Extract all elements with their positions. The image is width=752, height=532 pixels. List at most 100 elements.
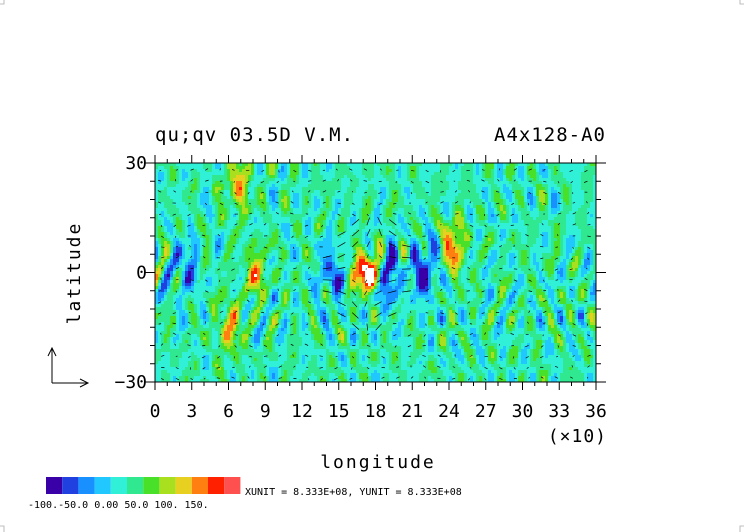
heatmap-cell [563, 259, 567, 263]
heatmap-cell [509, 178, 513, 182]
heatmap-cell [389, 247, 393, 251]
heatmap-cell [206, 196, 210, 200]
heatmap-cell [227, 259, 231, 263]
heatmap-cell [383, 205, 387, 209]
heatmap-cell [263, 193, 267, 197]
heatmap-cell [347, 223, 351, 227]
heatmap-cell [407, 226, 411, 230]
heatmap-cell [446, 229, 450, 233]
heatmap-cell [464, 226, 468, 230]
heatmap-cell [440, 247, 444, 251]
heatmap-cell [581, 256, 585, 260]
heatmap-cell [287, 262, 291, 266]
heatmap-cell [326, 193, 330, 197]
heatmap-cell [179, 181, 183, 185]
heatmap-cell [245, 184, 249, 188]
heatmap-cell [464, 163, 468, 167]
heatmap-cell [296, 172, 300, 176]
heatmap-cell [533, 253, 537, 257]
heatmap-cell [569, 184, 573, 188]
heatmap-cell [497, 190, 501, 194]
heatmap-cell [170, 178, 174, 182]
heatmap-cell [536, 256, 540, 260]
heatmap-cell [359, 214, 363, 218]
heatmap-cell [257, 253, 261, 257]
heatmap-cell [155, 223, 159, 227]
heatmap-cell [170, 232, 174, 236]
heatmap-cell [440, 190, 444, 194]
heatmap-cell [188, 235, 192, 239]
heatmap-cell [485, 262, 489, 266]
heatmap-cell [584, 181, 588, 185]
heatmap-cell [257, 172, 261, 176]
heatmap-cell [353, 193, 357, 197]
heatmap-cell [404, 253, 408, 257]
heatmap-cell [491, 178, 495, 182]
heatmap-cell [365, 208, 369, 212]
heatmap-cell [155, 166, 159, 170]
heatmap-cell [500, 259, 504, 263]
heatmap-cell [386, 178, 390, 182]
heatmap-cell [233, 178, 237, 182]
heatmap-cell [518, 217, 522, 221]
heatmap-cell [566, 232, 570, 236]
heatmap-cell [347, 244, 351, 248]
heatmap-cell [188, 187, 192, 191]
heatmap-cell [572, 175, 576, 179]
heatmap-cell [284, 223, 288, 227]
heatmap-cell [320, 202, 324, 206]
heatmap-cell [560, 232, 564, 236]
heatmap-cell [212, 190, 216, 194]
heatmap-cell [155, 187, 159, 191]
heatmap-cell [263, 175, 267, 179]
heatmap-cell [155, 247, 159, 251]
heatmap-cell [560, 178, 564, 182]
heatmap-cell [350, 217, 354, 221]
heatmap-cell [440, 250, 444, 254]
heatmap-cell [200, 172, 204, 176]
heatmap-cell [383, 190, 387, 194]
heatmap-cell [341, 208, 345, 212]
heatmap-cell [542, 163, 546, 167]
heatmap-cell [527, 232, 531, 236]
heatmap-cell [383, 178, 387, 182]
heatmap-cell [395, 232, 399, 236]
heatmap-cell [566, 241, 570, 245]
heatmap-cell [503, 190, 507, 194]
heatmap-cell [509, 211, 513, 215]
heatmap-cell [419, 247, 423, 251]
heatmap-cell [542, 220, 546, 224]
heatmap-cell [215, 217, 219, 221]
heatmap-cell [215, 211, 219, 215]
heatmap-cell [362, 253, 366, 257]
heatmap-cell [314, 187, 318, 191]
heatmap-cell [566, 244, 570, 248]
heatmap-cell [260, 226, 264, 230]
heatmap-cell [170, 238, 174, 242]
heatmap-cell [485, 202, 489, 206]
heatmap-cell [212, 214, 216, 218]
heatmap-cell [434, 226, 438, 230]
heatmap-cell [338, 193, 342, 197]
heatmap-cell [299, 184, 303, 188]
heatmap-cell [569, 172, 573, 176]
heatmap-cell [230, 259, 234, 263]
heatmap-cell [536, 262, 540, 266]
heatmap-cell [539, 250, 543, 254]
heatmap-cell [572, 178, 576, 182]
heatmap-cell [203, 217, 207, 221]
heatmap-cell [437, 217, 441, 221]
heatmap-cell [569, 244, 573, 248]
heatmap-cell [557, 247, 561, 251]
heatmap-cell [500, 178, 504, 182]
heatmap-cell [422, 232, 426, 236]
heatmap-cell [206, 214, 210, 218]
heatmap-cell [308, 226, 312, 230]
heatmap-cell [353, 172, 357, 176]
heatmap-cell [563, 193, 567, 197]
heatmap-cell [248, 187, 252, 191]
heatmap-cell [305, 262, 309, 266]
heatmap-cell [179, 205, 183, 209]
heatmap-cell [290, 241, 294, 245]
heatmap-cell [356, 199, 360, 203]
